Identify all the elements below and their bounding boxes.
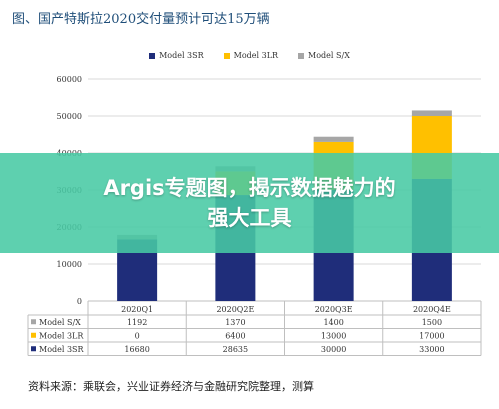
legend-label-model-sx: Model S/X: [308, 51, 350, 60]
table-cell: 6400: [225, 331, 245, 340]
table-legend-swatch: [31, 332, 36, 338]
table-cell: 33000: [419, 345, 444, 354]
banner-text: Argis专题图，揭示数据魅力的强大工具: [103, 176, 396, 230]
legend-swatch-model-3sr: [149, 52, 156, 59]
table-cell: 1400: [323, 318, 343, 327]
y-tick-label: 0: [77, 297, 82, 306]
data-table: Model S/X 1192 1370 1400 1500 Model 3LR 0 6400 1…: [27, 301, 482, 356]
legend-swatch-model-sx: [298, 52, 305, 59]
legend-label-model-3lr: Model 3LR: [233, 51, 279, 60]
x-tick-label: 2020Q1: [121, 305, 153, 314]
table-row-label: Model 3SR: [39, 345, 85, 354]
table-legend-swatch: [31, 319, 36, 325]
table-row-label: Model S/X: [39, 318, 81, 327]
bar-segment-model-s-x: [313, 136, 354, 142]
legend-item-model-3lr: Model 3LR: [223, 51, 279, 60]
table-legend-swatch: [31, 346, 36, 352]
y-tick-label: 60000: [57, 75, 82, 84]
x-tick-label: 2020Q2E: [216, 305, 254, 314]
chart-legend: Model 3SR Model 3LR Model S/X: [0, 51, 499, 60]
figure-title: 图、国产特斯拉2020交付量预计可达15万辆: [12, 12, 270, 27]
table-cell: 17000: [419, 331, 444, 340]
table-cell: 30000: [321, 345, 346, 354]
legend-item-model-sx: Model S/X: [298, 51, 350, 60]
table-cell: 16680: [124, 345, 149, 354]
legend-label-model-3sr: Model 3SR: [159, 51, 204, 60]
table-cell: 13000: [321, 331, 346, 340]
table-cell: 1370: [225, 318, 245, 327]
legend-item-model-3sr: Model 3SR: [149, 51, 204, 60]
table-cell: 28635: [223, 345, 248, 354]
table-cell: 1500: [422, 318, 442, 327]
y-tick-label: 10000: [57, 260, 82, 269]
table-cell: 0: [135, 331, 140, 340]
x-tick-label: 2020Q3E: [315, 305, 353, 314]
bar-segment-model-s-x: [411, 110, 452, 116]
source-note: 资料来源：乘联会，兴业证券经济与金融研究院整理，测算: [28, 380, 314, 393]
overlay-banner: Argis专题图，揭示数据魅力的强大工具: [0, 153, 499, 253]
table-row-label: Model 3LR: [39, 331, 84, 340]
legend-swatch-model-3lr: [223, 52, 230, 59]
y-tick-label: 50000: [57, 112, 82, 121]
x-tick-label: 2020Q4E: [413, 305, 451, 314]
table-cell: 1192: [127, 318, 147, 327]
